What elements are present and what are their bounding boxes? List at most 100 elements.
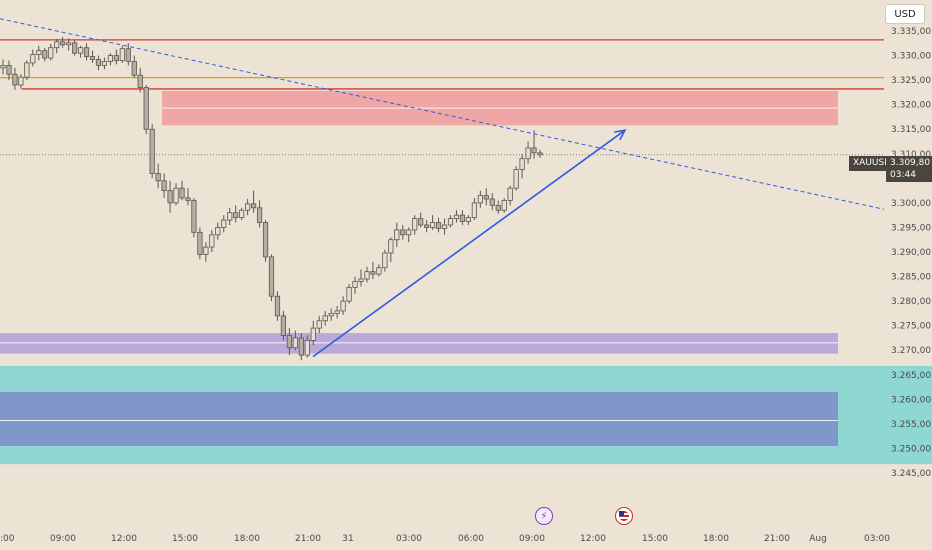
dashed-trendline (0, 18, 885, 210)
candle-body (531, 147, 537, 154)
candle-body (459, 214, 466, 222)
y-tick-label: 3.285,00 (891, 273, 931, 283)
y-tick-label: 3.325,00 (891, 76, 931, 86)
bar-countdown: 03:44 (890, 170, 916, 180)
candle-body (6, 64, 12, 75)
candle-body (519, 158, 525, 170)
symbol-label: XAUUSD (849, 156, 896, 171)
candle-body (245, 203, 251, 211)
x-tick-label: 31 (342, 534, 353, 544)
candle-body (370, 271, 376, 275)
candle-body (316, 320, 322, 329)
candle-body (107, 55, 113, 62)
y-tick-label: 3.300,00 (891, 199, 931, 209)
candle-body (221, 219, 227, 228)
candle-body (286, 335, 293, 349)
candle-body (131, 61, 137, 76)
candle-body (24, 62, 30, 78)
candle-body (167, 190, 173, 204)
candle-body (400, 229, 406, 236)
y-tick-label: 3.330,00 (891, 52, 931, 62)
y-tick-label: 3.320,00 (891, 101, 931, 111)
candle-body (137, 74, 143, 88)
x-tick-label: 09:00 (50, 534, 76, 544)
candle-body (435, 222, 442, 229)
candle-body (298, 337, 304, 356)
lightning-icon[interactable]: ⚡ (535, 507, 553, 525)
zone-blue (0, 391, 838, 446)
x-tick-label: 12:00 (580, 534, 606, 544)
y-tick-label: 3.280,00 (891, 297, 931, 307)
candle-body (36, 50, 42, 55)
candle-body (406, 229, 412, 236)
candle-body (388, 239, 394, 254)
candle-body (310, 327, 316, 341)
candle-body (453, 214, 460, 220)
x-tick-label: 06:00 (458, 534, 484, 544)
candle-body (489, 198, 495, 206)
candle-body (173, 187, 179, 204)
candle-body (352, 281, 358, 288)
candle-body (394, 229, 400, 241)
candle-body (358, 278, 364, 282)
y-tick-label: 3.260,00 (891, 395, 931, 405)
candle-body (424, 224, 430, 228)
x-tick-label: 21:00 (764, 534, 790, 544)
candle-body (250, 203, 257, 209)
candle-body (125, 48, 131, 62)
candle-body (30, 54, 36, 64)
candle-body (149, 128, 155, 174)
candle-body (280, 315, 287, 336)
candle-body (0, 64, 6, 69)
x-tick-label: 21:00 (295, 534, 321, 544)
candle-body (203, 246, 209, 255)
y-tick-label: 3.255,00 (891, 420, 931, 430)
last-price-value: 3.309,80 (890, 158, 931, 168)
x-tick-label: Aug (809, 534, 827, 544)
candle-body (215, 227, 221, 236)
candle-body (268, 256, 275, 297)
x-tick-label: :00 (0, 534, 15, 544)
last-price-label: 3.309,80 03:44 (886, 156, 932, 182)
candle-body (12, 73, 18, 86)
candle-body (418, 218, 424, 226)
y-tick-label: 3.275,00 (891, 322, 931, 332)
us-flag-icon[interactable] (615, 507, 633, 525)
candle-body (95, 59, 102, 66)
candle-body (227, 212, 233, 221)
candle-body (292, 337, 298, 349)
candle-body (346, 286, 352, 302)
candle-body (513, 169, 519, 189)
candle-body (501, 200, 507, 211)
candle-body (376, 267, 382, 275)
candle-body (507, 187, 513, 201)
candle-body (483, 195, 489, 200)
candle-body (322, 315, 328, 322)
candle-body (537, 152, 543, 156)
candle-body (447, 218, 454, 226)
candle-body (304, 339, 310, 356)
candle-body (179, 187, 185, 199)
y-tick-label: 3.265,00 (891, 371, 931, 381)
candle-body (495, 204, 501, 211)
x-tick-label: 03:00 (864, 534, 890, 544)
y-tick-label: 3.315,00 (891, 125, 931, 135)
candle-body (83, 47, 90, 57)
candle-body (274, 295, 281, 317)
y-tick-label: 3.290,00 (891, 248, 931, 258)
candle-body (340, 300, 346, 312)
candle-body (77, 47, 84, 54)
candle-body (525, 147, 531, 160)
candle-body (42, 50, 48, 59)
candle-body (143, 87, 149, 130)
candle-body (72, 42, 78, 54)
candle-body (161, 180, 167, 192)
currency-button[interactable]: USD (885, 4, 925, 24)
candle-body (209, 234, 215, 248)
candle-body (197, 231, 203, 255)
x-tick-label: 15:00 (172, 534, 198, 544)
x-tick-label: 15:00 (642, 534, 668, 544)
candle-body (441, 224, 448, 229)
y-tick-label: 3.295,00 (891, 223, 931, 233)
